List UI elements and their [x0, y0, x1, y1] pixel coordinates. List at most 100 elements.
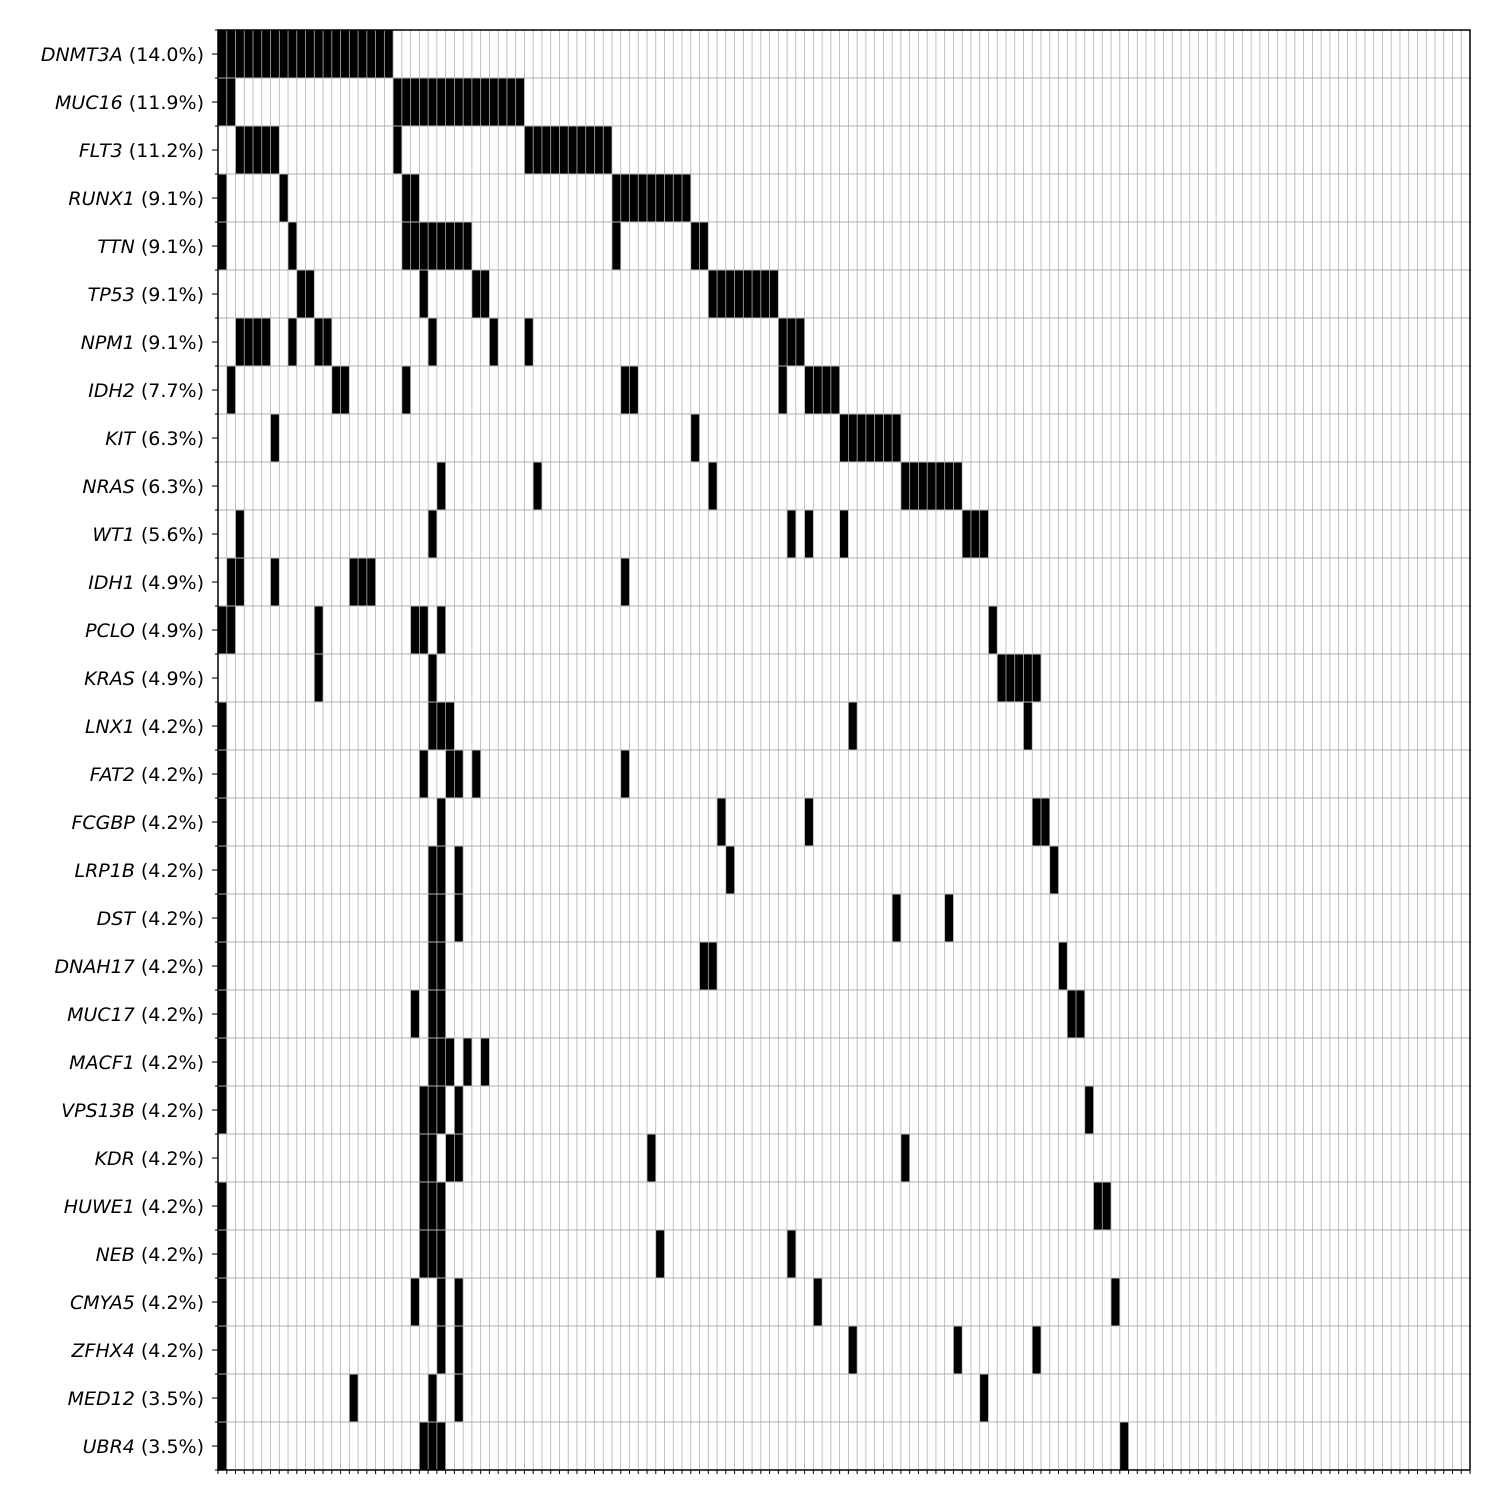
mutation-cell-flt3-38: [550, 126, 560, 174]
mutation-cell-tp53-29: [471, 270, 481, 318]
mutation-cell-dst-25: [436, 894, 446, 942]
mutation-cell-npm1-5: [261, 318, 271, 366]
gene-frequency: (4.2%): [135, 1004, 204, 1026]
mutation-cell-macf1-28: [463, 1038, 472, 1086]
gene-label-dnmt3a: DNMT3A (14.0%): [41, 44, 204, 66]
mutation-cell-ubr4-103: [1119, 1422, 1129, 1470]
mutation-cell-fcgbp-67: [804, 798, 814, 846]
mutation-cell-wt1-67: [804, 510, 814, 558]
mutation-cell-wt1-71: [839, 510, 849, 558]
gene-label-fat2: FAT2 (4.2%): [90, 764, 204, 786]
gene-frequency: (4.2%): [135, 1244, 204, 1266]
mutation-cell-nras-25: [436, 462, 446, 510]
mutation-cell-wt1-87: [979, 510, 989, 558]
mutation-cell-neb-25: [436, 1230, 446, 1278]
gene-frequency: (4.2%): [135, 1196, 204, 1218]
mutation-cell-idh2-21: [401, 366, 411, 414]
gene-name: TP53: [88, 284, 135, 306]
mutation-cell-flt3-6: [270, 126, 280, 174]
gene-name: WT1: [92, 524, 134, 546]
mutation-cell-muc16-32: [498, 78, 507, 126]
gene-name: KDR: [95, 1148, 135, 1170]
mutation-cell-muc16-20: [393, 78, 402, 126]
mutation-cell-fat2-27: [454, 750, 464, 798]
mutation-cell-fat2-26: [445, 750, 455, 798]
gene-name: RUNX1: [68, 188, 134, 210]
gene-label-med12: MED12 (3.5%): [68, 1388, 204, 1410]
mutation-cell-runx1-45: [611, 174, 621, 222]
gene-label-ttn: TTN (9.1%): [97, 236, 204, 258]
mutation-cell-idh2-68: [813, 366, 823, 414]
mutation-cell-neb-50: [655, 1230, 665, 1278]
mutation-cell-flt3-35: [524, 126, 534, 174]
mutation-cell-fcgbp-25: [436, 798, 446, 846]
mutation-cell-nras-82: [935, 462, 945, 510]
gene-label-wt1: WT1 (5.6%): [92, 524, 204, 546]
mutation-cell-dnah17-96: [1058, 942, 1068, 990]
mutation-cell-dst-27: [454, 894, 464, 942]
gene-label-pclo: PCLO (4.9%): [85, 620, 204, 642]
mutation-cell-lnx1-25: [436, 702, 446, 750]
mutation-cell-cmya5-68: [813, 1278, 823, 1326]
mutation-cell-cmya5-102: [1111, 1278, 1120, 1326]
gene-name: MUC17: [67, 1004, 135, 1026]
mutation-cell-lrp1b-25: [436, 846, 446, 894]
mutation-cell-fat2-0: [218, 750, 227, 798]
mutation-cell-flt3-37: [541, 126, 551, 174]
mutation-cell-macf1-30: [480, 1038, 490, 1086]
gene-label-zfhx4: ZFHX4 (4.2%): [71, 1340, 204, 1362]
mutation-cell-dnmt3a-3: [244, 30, 254, 78]
mutation-cell-dnmt3a-5: [261, 30, 271, 78]
gene-label-nras: NRAS (6.3%): [82, 476, 204, 498]
mutation-cell-flt3-41: [576, 126, 586, 174]
mutation-cell-fcgbp-0: [218, 798, 227, 846]
mutation-cell-muc17-24: [428, 990, 437, 1038]
mutation-cell-zfhx4-84: [953, 1326, 963, 1374]
mutation-cell-ubr4-23: [419, 1422, 429, 1470]
mutation-cell-runx1-50: [655, 174, 665, 222]
mutation-cell-kit-75: [874, 414, 884, 462]
mutation-cell-muc16-30: [480, 78, 490, 126]
mutation-cell-macf1-0: [218, 1038, 227, 1086]
mutation-cell-npm1-12: [323, 318, 332, 366]
mutation-cell-kit-77: [892, 414, 901, 462]
gene-label-idh2: IDH2 (7.7%): [88, 380, 204, 402]
mutation-cell-med12-0: [218, 1374, 227, 1422]
gene-frequency: (4.2%): [135, 812, 204, 834]
mutation-cell-muc17-0: [218, 990, 227, 1038]
gene-label-muc16: MUC16 (11.9%): [55, 92, 204, 114]
mutation-cell-idh1-1: [226, 558, 236, 606]
mutation-cell-runx1-46: [620, 174, 630, 222]
mutation-cell-kras-93: [1032, 654, 1041, 702]
mutation-cell-huwe1-25: [436, 1182, 446, 1230]
mutation-cell-ubr4-24: [428, 1422, 437, 1470]
mutation-cell-muc16-34: [515, 78, 525, 126]
mutation-cell-npm1-8: [288, 318, 297, 366]
mutation-cell-dnmt3a-17: [366, 30, 376, 78]
mutation-cell-tp53-56: [708, 270, 718, 318]
mutation-cell-cmya5-25: [436, 1278, 446, 1326]
mutation-cell-kdr-27: [454, 1134, 464, 1182]
mutation-cell-idh2-64: [778, 366, 788, 414]
mutation-cell-kit-76: [883, 414, 893, 462]
mutation-cell-ttn-55: [699, 222, 709, 270]
mutation-cell-dnah17-56: [708, 942, 718, 990]
gene-label-idh1: IDH1 (4.9%): [88, 572, 204, 594]
mutation-cell-muc16-33: [506, 78, 516, 126]
mutation-cell-fcgbp-93: [1032, 798, 1041, 846]
mutation-cell-muc16-28: [463, 78, 472, 126]
gene-frequency: (9.1%): [135, 236, 204, 258]
gene-frequency: (7.7%): [135, 380, 204, 402]
mutation-cell-muc16-1: [226, 78, 236, 126]
gene-label-huwe1: HUWE1 (4.2%): [64, 1196, 204, 1218]
mutation-cell-kit-74: [865, 414, 875, 462]
mutation-cell-runx1-48: [638, 174, 648, 222]
mutation-cell-muc16-31: [489, 78, 499, 126]
mutation-cell-dnmt3a-7: [279, 30, 289, 78]
mutation-cell-npm1-2: [235, 318, 245, 366]
mutation-cell-med12-87: [979, 1374, 989, 1422]
mutation-cell-npm1-24: [428, 318, 437, 366]
mutation-cell-huwe1-100: [1093, 1182, 1103, 1230]
gene-label-flt3: FLT3 (11.2%): [79, 140, 204, 162]
